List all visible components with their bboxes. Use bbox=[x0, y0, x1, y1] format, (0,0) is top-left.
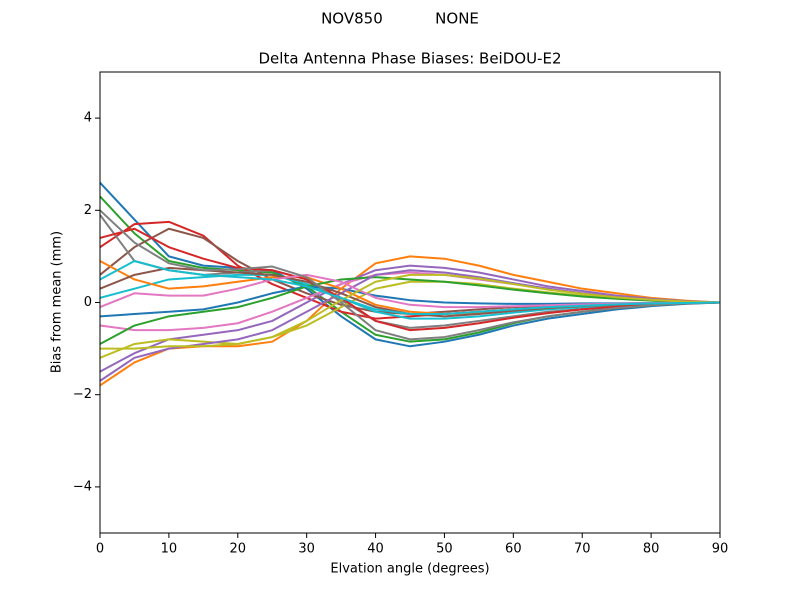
chart-title: Delta Antenna Phase Biases: BeiDOU-E2 bbox=[259, 50, 562, 68]
suptitle: NOV850 NONE bbox=[321, 10, 479, 28]
series-line bbox=[99, 260, 721, 316]
series-line bbox=[99, 264, 721, 373]
x-axis-label: Elvation angle (degrees) bbox=[330, 562, 489, 577]
y-tick-label: 2 bbox=[84, 203, 92, 218]
x-tick-label: 90 bbox=[712, 542, 729, 557]
y-tick-label: −2 bbox=[73, 387, 92, 402]
x-tick-label: 40 bbox=[367, 542, 384, 557]
series-line bbox=[99, 227, 721, 332]
axes-frame bbox=[99, 71, 721, 534]
y-tick-label: −4 bbox=[73, 479, 92, 494]
x-tick-label: 20 bbox=[230, 542, 247, 557]
x-tick-label: 80 bbox=[643, 542, 660, 557]
y-tick-label: 0 bbox=[84, 295, 92, 310]
x-tick-label: 0 bbox=[96, 542, 104, 557]
y-axis-label: Bias from mean (mm) bbox=[50, 231, 65, 373]
x-tick-label: 70 bbox=[574, 542, 591, 557]
x-tick-label: 10 bbox=[161, 542, 178, 557]
x-tick-label: 30 bbox=[298, 542, 315, 557]
series-line bbox=[100, 273, 721, 350]
series-line bbox=[99, 276, 721, 345]
x-tick-label: 60 bbox=[505, 542, 522, 557]
x-tick-label: 50 bbox=[436, 542, 453, 557]
series-line bbox=[99, 209, 721, 341]
y-tick-label: 4 bbox=[84, 111, 92, 126]
plot-area bbox=[99, 181, 721, 387]
series-line bbox=[99, 181, 721, 348]
